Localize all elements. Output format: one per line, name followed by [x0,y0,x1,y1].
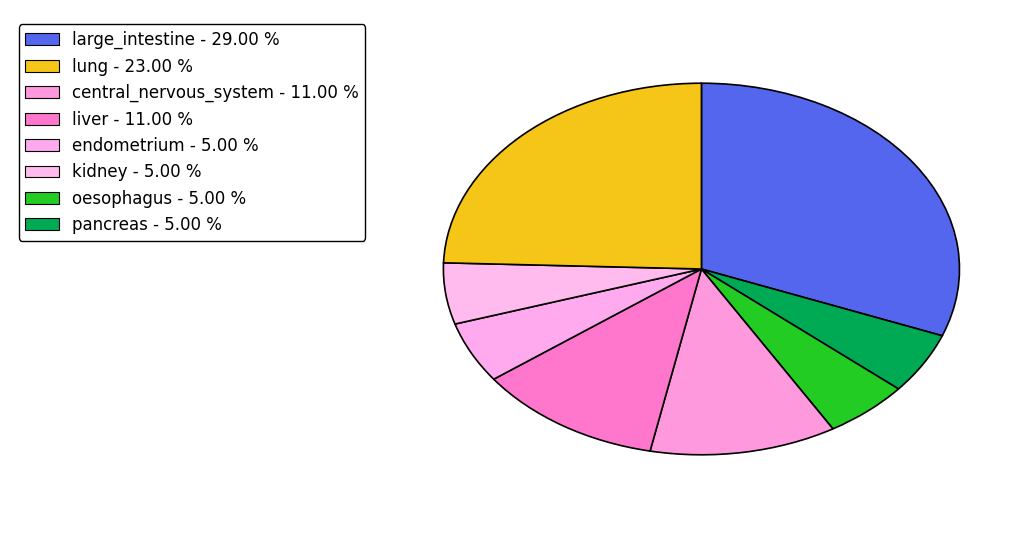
Wedge shape [494,269,701,451]
Wedge shape [455,269,701,379]
Wedge shape [443,263,701,324]
Wedge shape [701,269,942,389]
Wedge shape [701,83,959,336]
Legend: large_intestine - 29.00 %, lung - 23.00 %, central_nervous_system - 11.00 %, liv: large_intestine - 29.00 %, lung - 23.00 … [18,24,366,240]
Wedge shape [443,83,701,269]
Wedge shape [701,269,898,429]
Wedge shape [650,269,833,455]
